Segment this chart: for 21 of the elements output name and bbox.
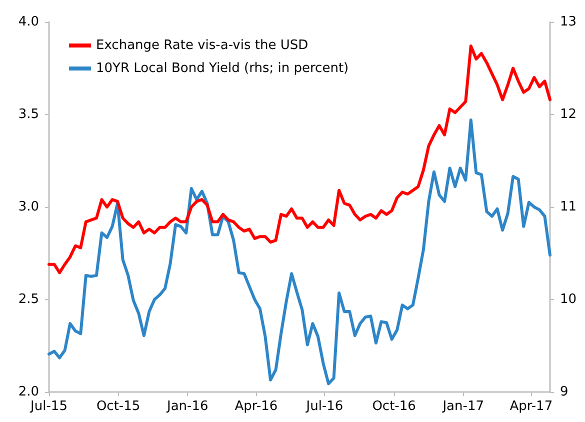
x-tick-label: Jul-15 [30, 399, 68, 414]
y-tick-label: 3.0 [18, 200, 39, 214]
y2-tick-label: 12 [560, 107, 577, 122]
x-tick-label: Jul-16 [305, 399, 344, 414]
y2-tick-label: 11 [560, 200, 577, 214]
y-tick-label: 4.0 [18, 14, 39, 30]
legend-label: Exchange Rate vis-a-vis the USD [96, 38, 308, 53]
x-tick-label: Apr-16 [234, 399, 278, 414]
y-tick-label: 3.5 [18, 107, 39, 122]
y-tick-label: 2.0 [18, 384, 39, 400]
line-series [48, 118, 552, 386]
x-tick-label: Oct-16 [372, 399, 416, 414]
y2-tick-label: 10 [560, 292, 577, 307]
y-tick-label: 2.5 [18, 292, 39, 307]
y2-tick-label: 13 [560, 14, 577, 30]
x-tick-label: Jan-17 [442, 399, 484, 414]
x-tick-label: Apr-17 [510, 399, 553, 414]
x-tick-label: Jan-16 [166, 399, 208, 414]
legend-label: 10YR Local Bond Yield (rhs; in percent) [96, 61, 349, 76]
y2-tick-label: 9 [560, 384, 568, 400]
x-tick-label: Oct-15 [96, 399, 140, 414]
